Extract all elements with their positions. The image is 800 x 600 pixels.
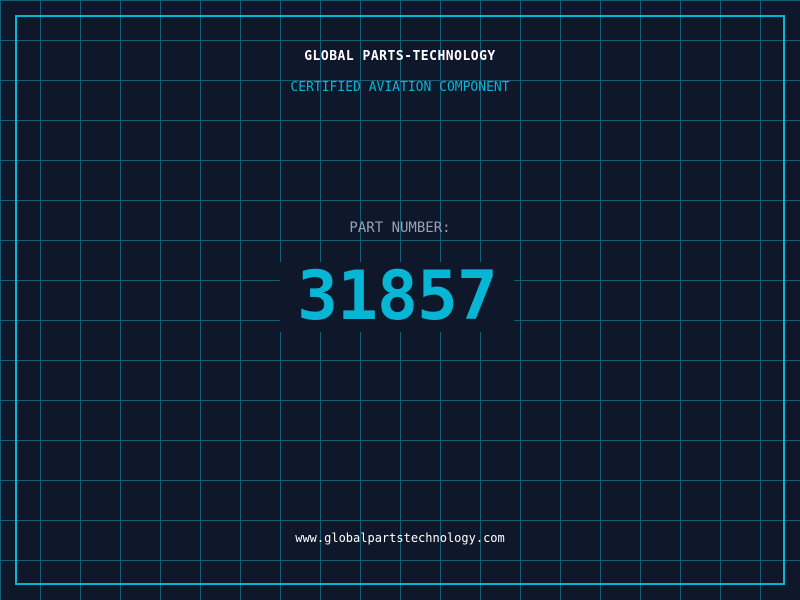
company-title: GLOBAL PARTS-TECHNOLOGY [304, 49, 496, 64]
border-frame [15, 15, 785, 585]
part-number-label: PART NUMBER: [349, 220, 451, 236]
part-number-value: 31857 [280, 262, 514, 332]
subtitle: CERTIFIED AVIATION COMPONENT [290, 80, 510, 95]
website-url: www.globalpartstechnology.com [295, 531, 505, 545]
